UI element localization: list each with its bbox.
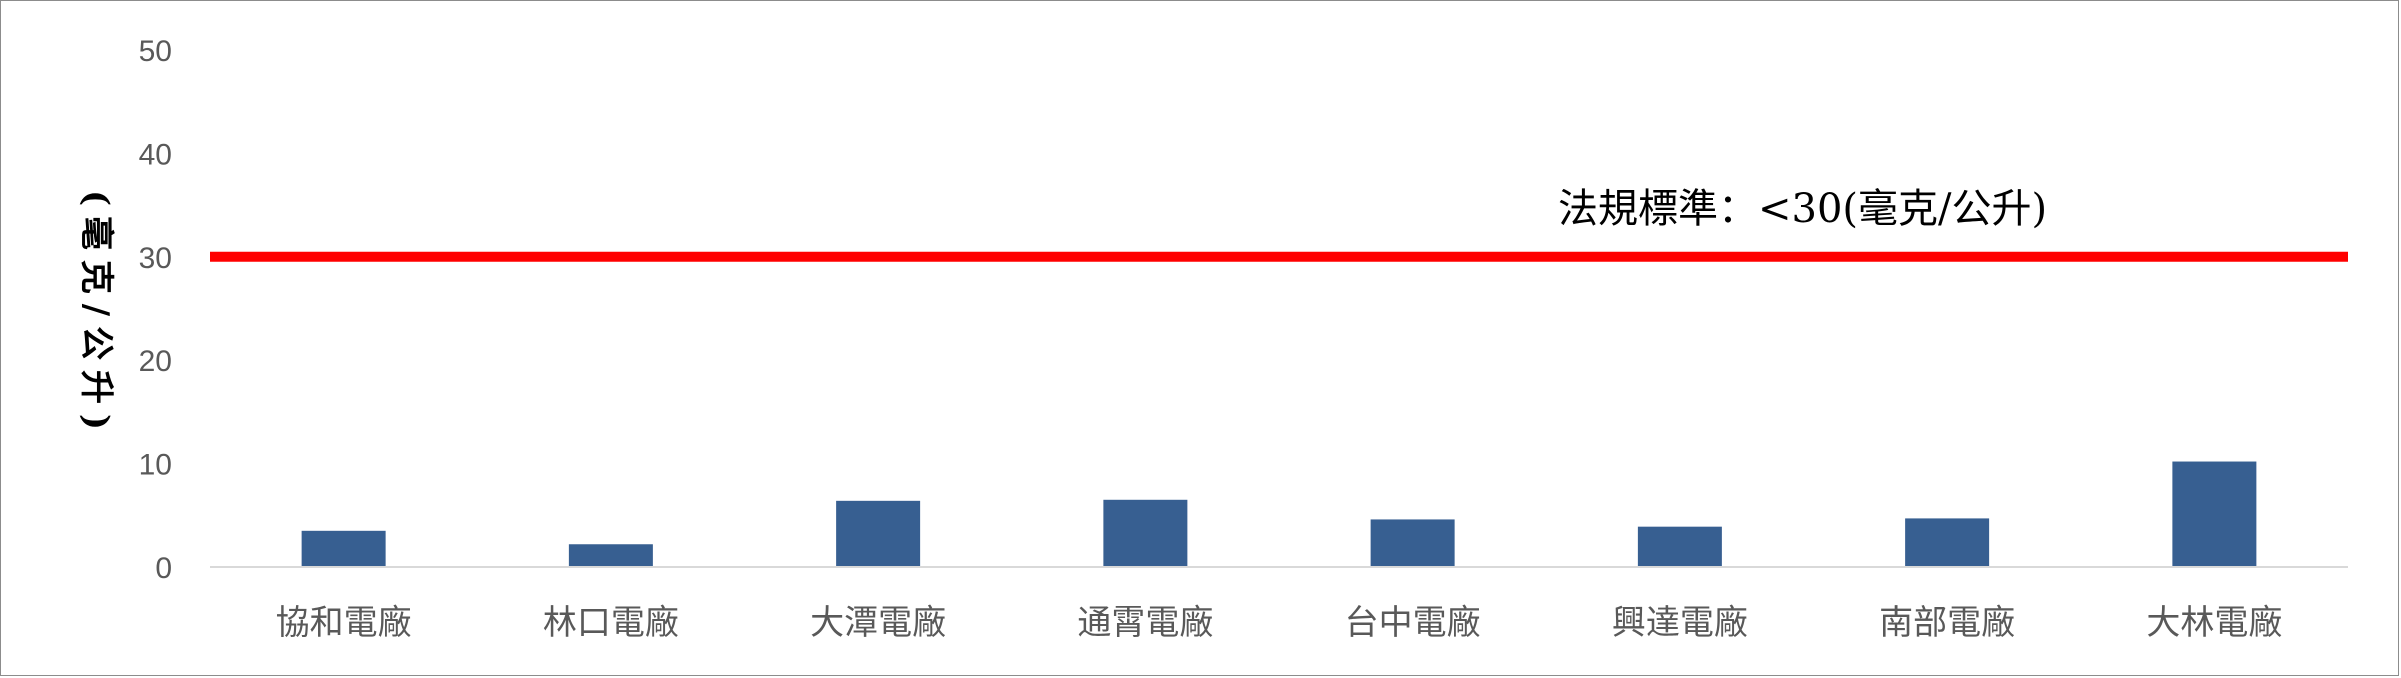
- bar: [1370, 519, 1455, 567]
- x-tick-label: 協和電廠: [276, 603, 412, 643]
- x-tick-label: 南部電廠: [1879, 603, 2015, 643]
- x-tick-label: 林口電廠: [543, 603, 679, 643]
- bar: [1905, 518, 1990, 567]
- bars: [301, 461, 2257, 567]
- x-tick-label: 通霄電廠: [1077, 603, 1213, 643]
- y-axis-ticks: 0 10 20 30 40 50: [139, 35, 172, 585]
- bar: [836, 500, 921, 567]
- bar: [2172, 461, 2257, 567]
- y-tick-label: 10: [139, 449, 172, 482]
- x-tick-label: 興達電廠: [1612, 603, 1748, 643]
- bar: [1103, 499, 1188, 567]
- x-tick-label: 大林電廠: [2146, 603, 2282, 643]
- x-axis-labels: 協和電廠 林口電廠 大潭電廠 通霄電廠 台中電廠 興達電廠 南部電廠 大林電廠: [276, 603, 2283, 643]
- x-tick-label: 大潭電廠: [810, 603, 946, 643]
- y-axis-label: (毫克/公升): [76, 190, 116, 430]
- bar: [1637, 526, 1722, 567]
- y-tick-label: 50: [139, 35, 172, 68]
- y-tick-label: 40: [139, 138, 172, 171]
- regulation-limit-label: 法規標準：<30(毫克/公升): [1558, 186, 2047, 232]
- y-tick-label: 0: [155, 552, 172, 585]
- y-tick-label: 30: [139, 242, 172, 275]
- y-tick-label: 20: [139, 345, 172, 378]
- bar: [568, 544, 653, 567]
- x-tick-label: 台中電廠: [1345, 603, 1481, 643]
- bar: [301, 530, 386, 567]
